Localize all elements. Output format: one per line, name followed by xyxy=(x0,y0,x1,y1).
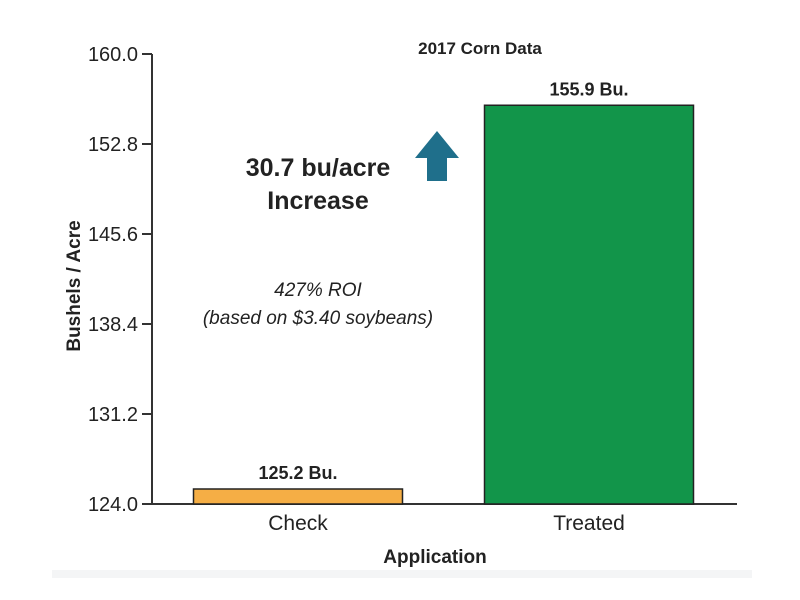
x-axis-label: Application xyxy=(383,547,486,568)
data-label-check: 125.2 Bu. xyxy=(258,463,337,483)
up-arrow-icon xyxy=(415,131,459,181)
y-tick-label: 152.8 xyxy=(88,134,138,156)
x-tick-label-treated: Treated xyxy=(553,512,625,535)
footer-band xyxy=(52,570,752,578)
increase-annotation-line2: Increase xyxy=(267,187,369,215)
y-tick-label: 145.6 xyxy=(88,224,138,246)
x-tick-label-check: Check xyxy=(268,512,328,535)
y-axis-label: Bushels / Acre xyxy=(64,220,85,351)
roi-annotation-line2: (based on $3.40 soybeans) xyxy=(203,308,433,329)
chart-title: 2017 Corn Data xyxy=(418,39,542,58)
increase-annotation-line1: 30.7 bu/acre xyxy=(246,154,391,182)
y-tick-label: 160.0 xyxy=(88,44,138,66)
y-tick-label: 138.4 xyxy=(88,314,138,336)
y-tick-label: 131.2 xyxy=(88,404,138,426)
bar-check xyxy=(192,488,404,505)
x-ticks: Check Treated xyxy=(268,512,625,535)
y-ticks: 160.0 152.8 145.6 138.4 131.2 124.0 xyxy=(88,44,152,516)
data-label-treated: 155.9 Bu. xyxy=(549,79,628,99)
roi-annotation-line1: 427% ROI xyxy=(274,280,362,301)
bars: 125.2 Bu. 155.9 Bu. xyxy=(192,79,695,505)
y-tick-label: 124.0 xyxy=(88,494,138,516)
bar-treated xyxy=(483,104,695,505)
